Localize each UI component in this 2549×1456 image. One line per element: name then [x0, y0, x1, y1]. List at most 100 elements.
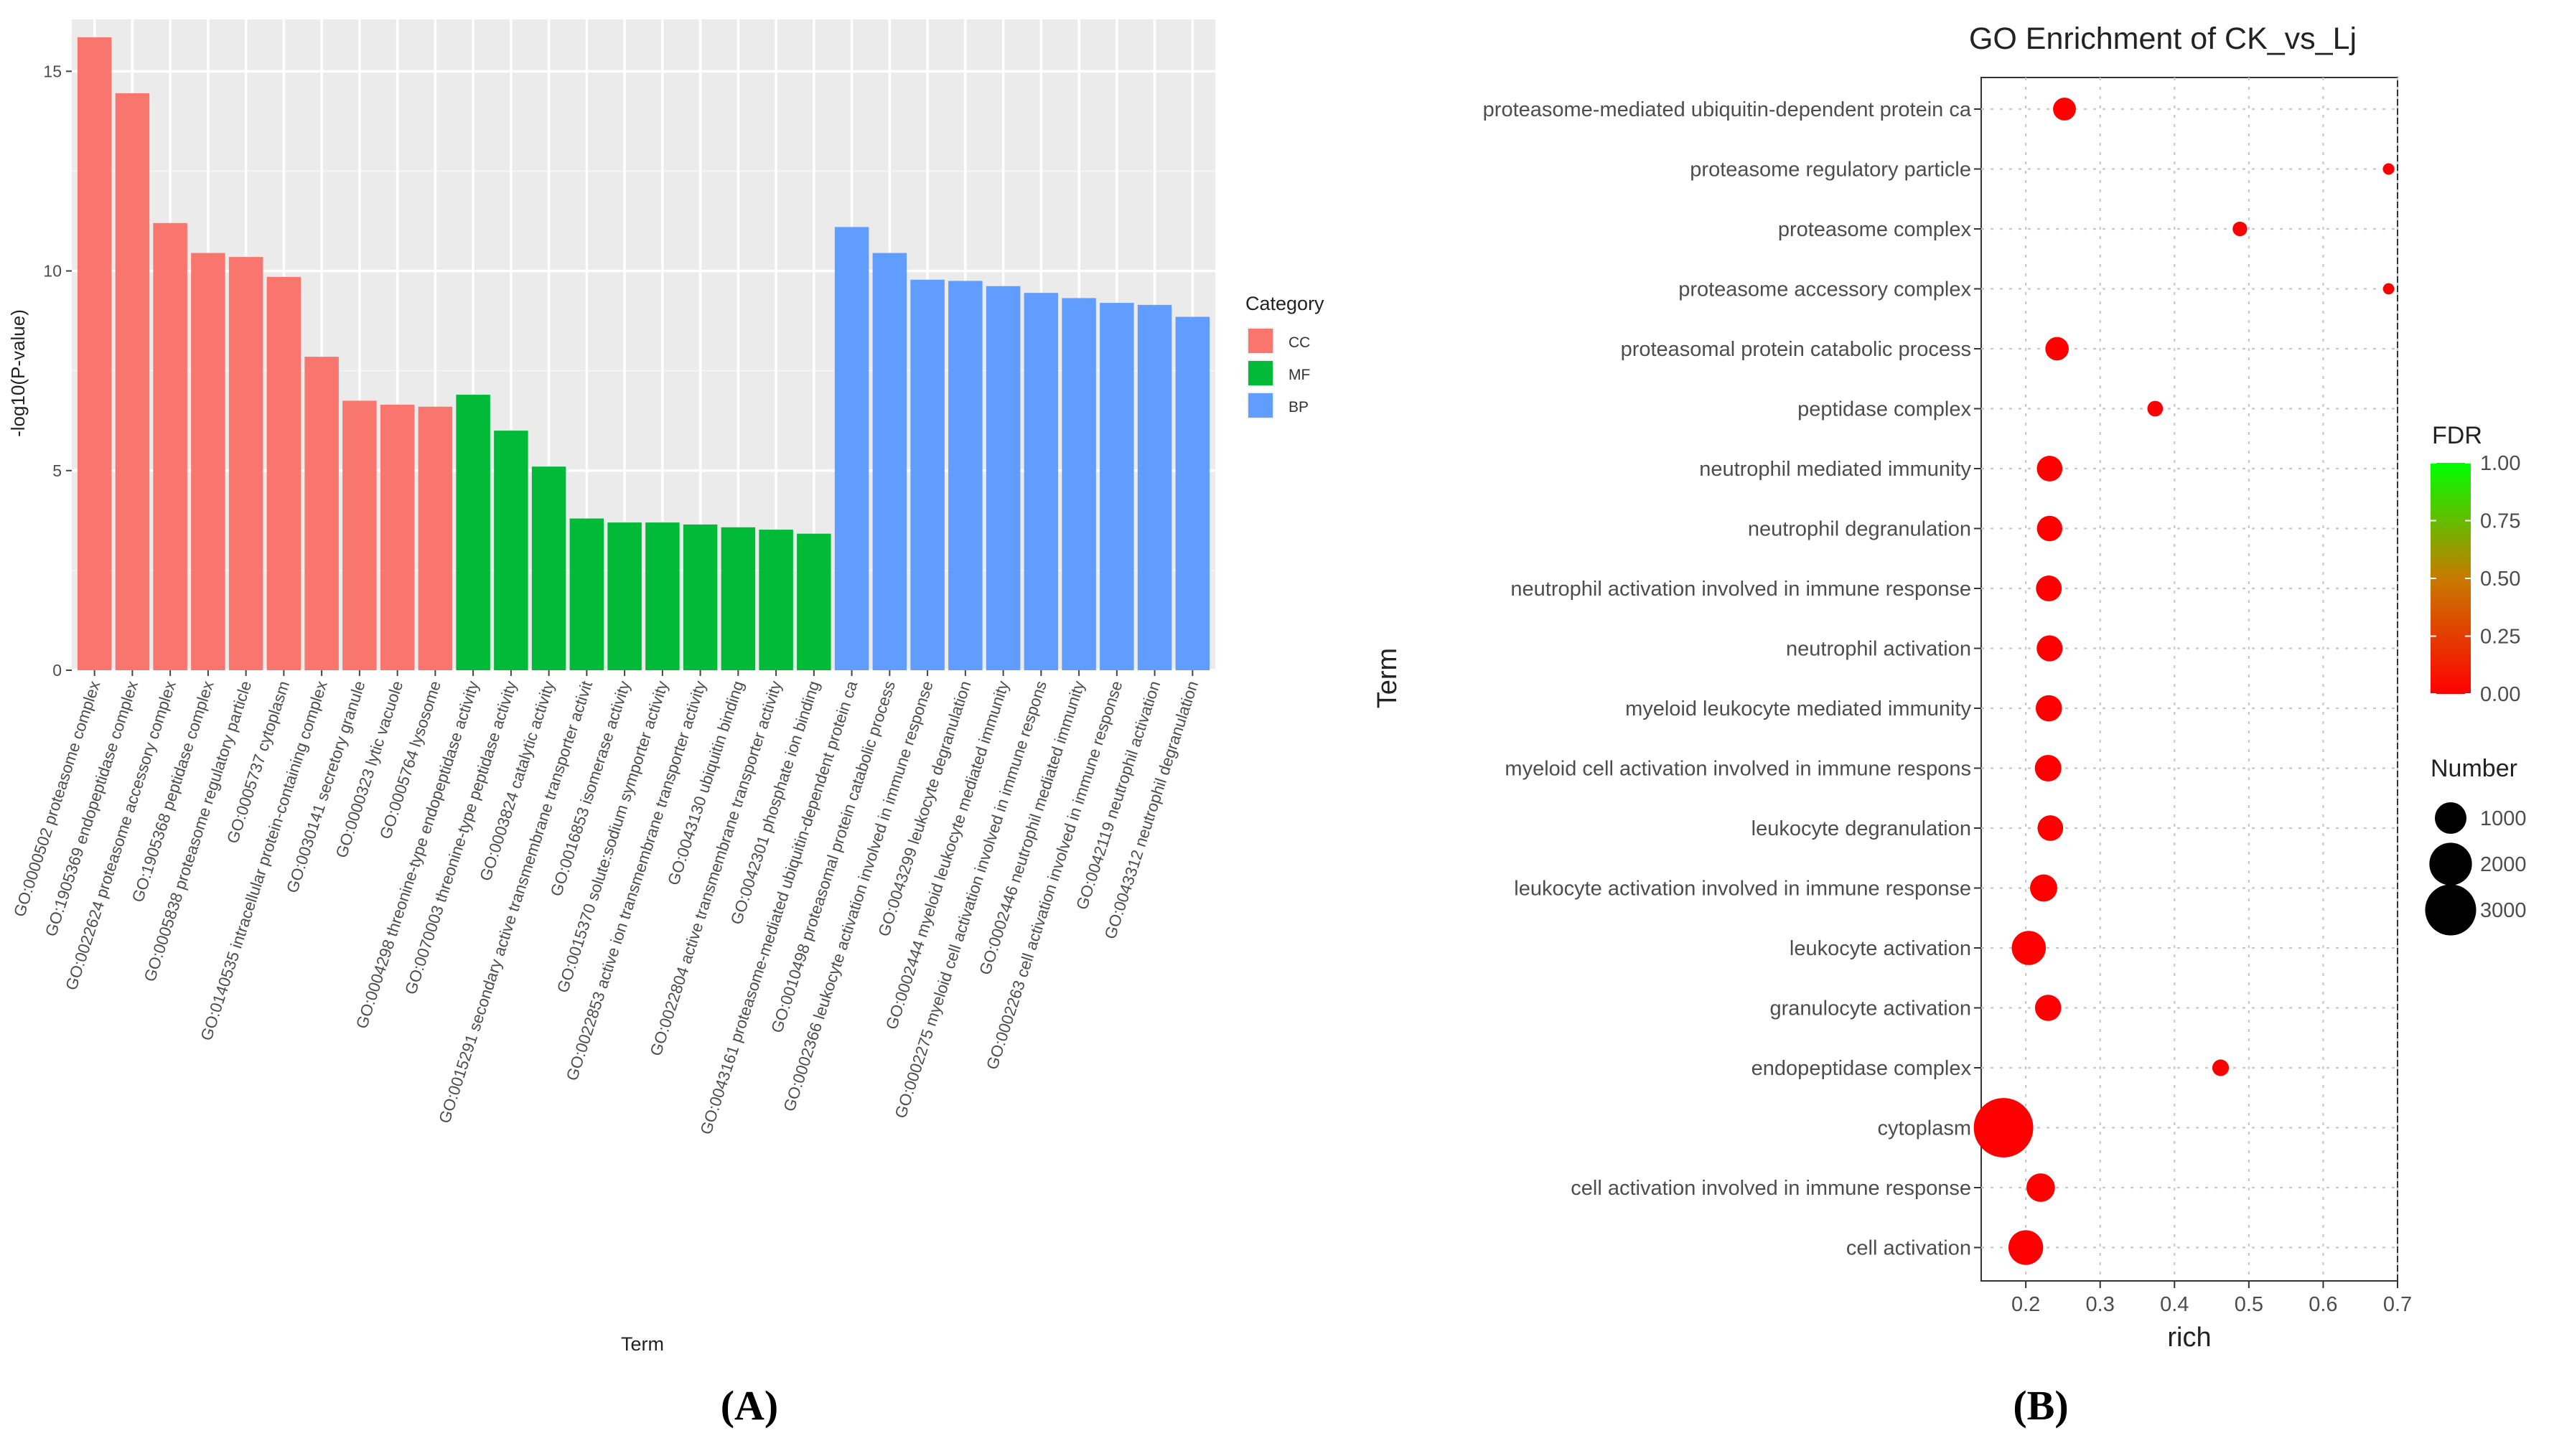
number-legend-circle-3000 [2425, 884, 2476, 936]
bar-22 [872, 253, 907, 670]
bar-legend-label-mf: MF [1288, 367, 1310, 383]
bar-11 [456, 395, 490, 670]
bar-28 [1100, 303, 1134, 670]
bar-26 [1024, 293, 1059, 670]
bar-legend-items: CC MF BP [1247, 327, 1310, 419]
bubble-x-tick-label: 0.3 [2086, 1293, 2115, 1316]
bubble-term-label: granulocyte activation [1770, 997, 1972, 1020]
bubble-term-label: cytoplasm [1877, 1117, 1971, 1140]
bubble-point-1 [2053, 98, 2076, 121]
bubble-x-tick-label: 0.6 [2309, 1293, 2337, 1316]
fdr-legend-title: FDR [2432, 422, 2482, 449]
bar-legend-title: Category [1245, 293, 1324, 314]
bar-13 [531, 466, 566, 670]
number-legend-label-1000: 1000 [2480, 807, 2527, 830]
bar-legend-swatch-cc [1248, 329, 1273, 353]
fdr-color-legend: FDR 1.00 0.75 0.50 0.25 0.00 [2431, 422, 2520, 706]
bubble-x-tick-label: 0.4 [2160, 1293, 2189, 1316]
bubble-point-11 [2035, 695, 2062, 722]
bar-17 [683, 524, 718, 670]
bubble-point-4 [2382, 283, 2395, 295]
bubble-point-12 [2034, 754, 2062, 782]
bubble-x-tick-label: 0.5 [2235, 1293, 2263, 1316]
bubble-point-15 [2011, 931, 2047, 965]
bar-24 [948, 281, 983, 670]
bar-y-tick-label: 10 [43, 262, 62, 281]
bar-20 [797, 533, 831, 670]
fdr-colorbar [2431, 463, 2471, 694]
bar-y-axis-title: -log10(P-value) [7, 309, 29, 437]
bubble-term-label: neutrophil degranulation [1748, 518, 1971, 541]
number-legend-label-2000: 2000 [2480, 853, 2527, 876]
bubble-points [1973, 98, 2395, 1265]
bubble-term-label: proteasome regulatory particle [1690, 159, 1971, 182]
bubble-term-label: proteasome accessory complex [1678, 278, 1971, 301]
bubble-point-18 [1973, 1098, 2034, 1157]
fdr-tick-label: 0.00 [2480, 683, 2520, 706]
bubble-point-16 [2034, 995, 2062, 1021]
bubble-point-7 [2036, 456, 2063, 482]
bar-y-tick-label: 0 [52, 661, 62, 680]
bubble-point-8 [2036, 515, 2062, 542]
number-legend-title: Number [2431, 755, 2517, 782]
bar-19 [759, 530, 793, 670]
bubble-point-19 [2026, 1173, 2055, 1202]
bar-12 [494, 431, 528, 670]
bar-30 [1175, 316, 1210, 670]
bar-29 [1137, 304, 1172, 670]
bubble-term-label: myeloid cell activation involved in immu… [1505, 758, 1971, 781]
bar-legend: Category CC MF BP [1245, 293, 1324, 419]
bubble-term-label: neutrophil activation [1786, 638, 1971, 661]
bubble-x-axis-title: rich [2167, 1323, 2211, 1353]
bar-23 [910, 279, 945, 670]
bubble-title: GO Enrichment of CK_vs_Lj [1969, 22, 2357, 56]
number-legend-items: 1000 2000 3000 [2425, 802, 2527, 936]
bar-2 [115, 93, 150, 670]
number-legend-circle-2000 [2429, 842, 2472, 886]
bubble-point-2 [2382, 163, 2395, 175]
bar-16 [645, 522, 680, 670]
fdr-legend-ticks: 1.00 0.75 0.50 0.25 0.00 [2431, 452, 2520, 706]
bubble-term-label: leukocyte degranulation [1751, 817, 1971, 840]
bar-y-tick-label: 15 [43, 62, 62, 80]
bar-14 [569, 518, 604, 670]
bubble-y-axis: proteasome-mediated ubiquitin-dependent … [1483, 98, 1981, 1260]
bar-legend-swatch-mf [1248, 361, 1273, 385]
panel-label-a: (A) [721, 1382, 779, 1429]
bar-4 [191, 253, 225, 670]
bubble-gridlines [1981, 78, 2399, 1281]
bar-27 [1062, 298, 1096, 670]
panel-label-b: (B) [2013, 1382, 2068, 1429]
bubble-x-tick-label: 0.2 [2011, 1293, 2040, 1316]
bar-21 [834, 227, 869, 670]
bar-9 [380, 404, 415, 670]
panel-b-bubble-chart: GO Enrichment of CK_vs_Lj proteasome-med… [1372, 22, 2527, 1353]
bubble-term-label: leukocyte activation involved in immune … [1514, 878, 1971, 901]
bar-legend-label-cc: CC [1288, 334, 1310, 351]
bar-5 [228, 257, 263, 670]
bubble-point-5 [2045, 337, 2069, 361]
bubble-term-label: neutrophil mediated immunity [1699, 458, 1971, 481]
number-legend-circle-1000 [2435, 802, 2466, 834]
bubble-x-axis: 0.2 0.3 0.4 0.5 0.6 0.7 [2011, 1281, 2412, 1316]
bar-series [77, 37, 1210, 671]
bubble-y-axis-title: Term [1372, 648, 1403, 708]
bubble-point-13 [2037, 815, 2064, 841]
bubble-term-label: cell activation [1846, 1237, 1971, 1260]
bar-y-axis: 0 5 10 15 [43, 62, 72, 680]
panel-a-bar-chart: 0 5 10 15 GO:0000502 proteasome complexGO:1… [7, 19, 1324, 1355]
bubble-term-label: cell activation involved in immune respo… [1571, 1177, 1971, 1200]
bar-x-axis: GO:0000502 proteasome complexGO:1905369 … [10, 670, 1202, 1137]
bar-3 [153, 222, 187, 670]
fdr-tick-label: 0.50 [2480, 568, 2520, 591]
bar-legend-swatch-bp [1248, 393, 1273, 418]
fdr-tick-label: 0.25 [2480, 626, 2520, 649]
bar-10 [418, 406, 453, 670]
bar-25 [986, 286, 1021, 670]
bubble-term-label: peptidase complex [1797, 398, 1971, 421]
bar-15 [607, 522, 642, 670]
bubble-term-label: neutrophil activation involved in immune… [1510, 578, 1971, 601]
number-size-legend: Number 1000 2000 3000 [2425, 755, 2527, 936]
